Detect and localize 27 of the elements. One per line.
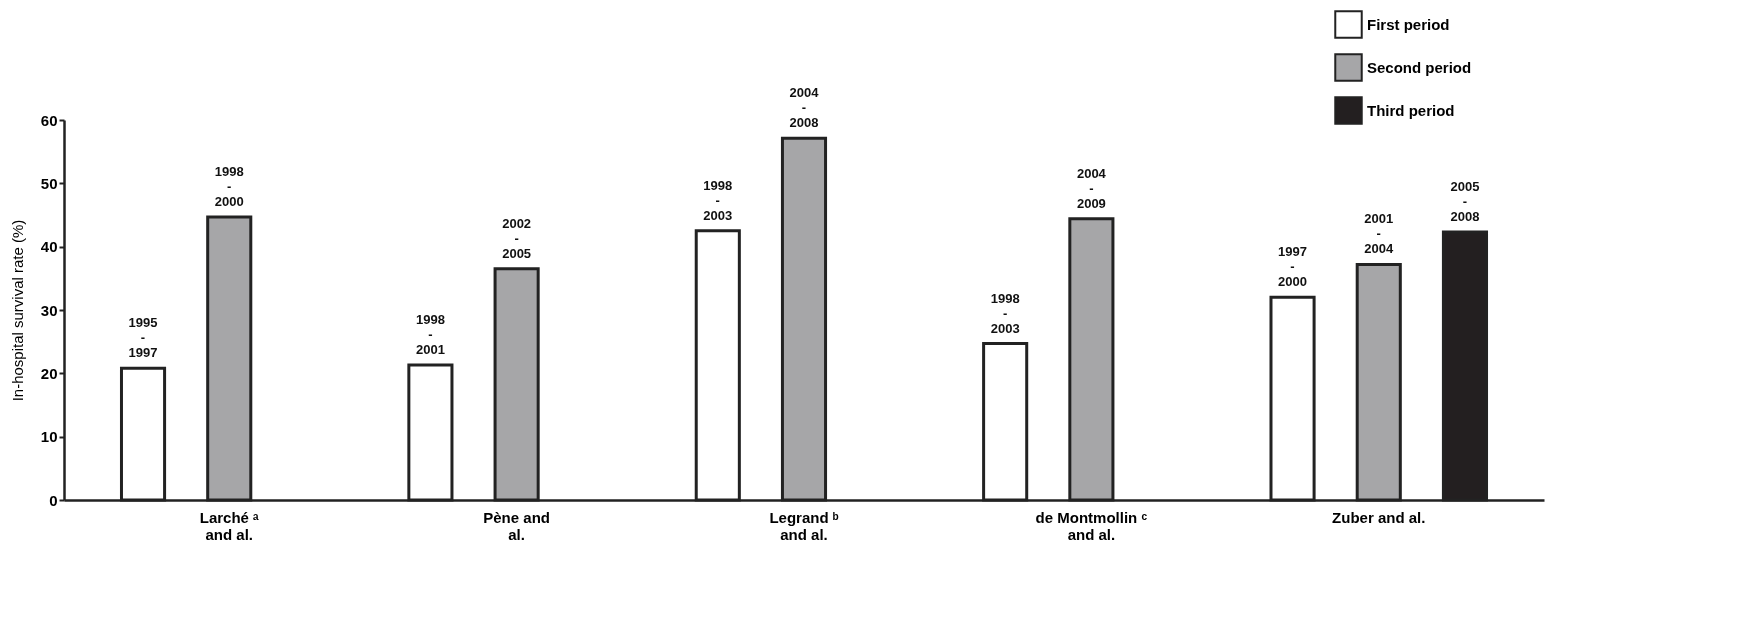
y-tick-label: 30 [40, 301, 58, 319]
legend-label: Third period [1367, 101, 1455, 119]
x-tick-label: Pène and al. [483, 508, 550, 543]
annotation: 1998 - 2003 [990, 290, 1020, 336]
y-tick-label: 60 [40, 111, 58, 129]
annotation: 1997 - 2000 [1278, 244, 1307, 290]
annotation: 1995 - 1997 [128, 315, 158, 361]
annotation: 1998 - 2003 [703, 177, 733, 223]
y-axis-title: In-hospital survival rate (%) [8, 219, 26, 402]
y-tick-label: 20 [40, 364, 58, 382]
annotation: 1998 - 2001 [415, 312, 445, 358]
x-tick-label: Larché ᵃ and al. [199, 508, 260, 543]
annotation: 1998 - 2000 [214, 163, 244, 209]
x-tick-label: Legrand ᵇ and al. [769, 508, 839, 543]
annotation: 2005 - 2008 [1450, 179, 1480, 225]
legend-label: Second period [1367, 58, 1472, 76]
annotation: 2001 - 2004 [1364, 211, 1394, 257]
annotation: 2004 - 2009 [1076, 165, 1107, 211]
y-tick-label: 0 [49, 491, 58, 509]
y-tick-label: 10 [40, 428, 58, 446]
legend-label: First period [1367, 15, 1450, 33]
annotation: 2004 - 2008 [789, 85, 820, 131]
x-tick-label: Zuber and al. [1332, 508, 1426, 526]
annotation: 2002 - 2005 [502, 215, 532, 261]
x-tick-label: de Montmollin ᶜ and al. [1035, 508, 1148, 543]
y-tick-label: 40 [40, 238, 58, 256]
y-tick-label: 50 [40, 174, 58, 192]
